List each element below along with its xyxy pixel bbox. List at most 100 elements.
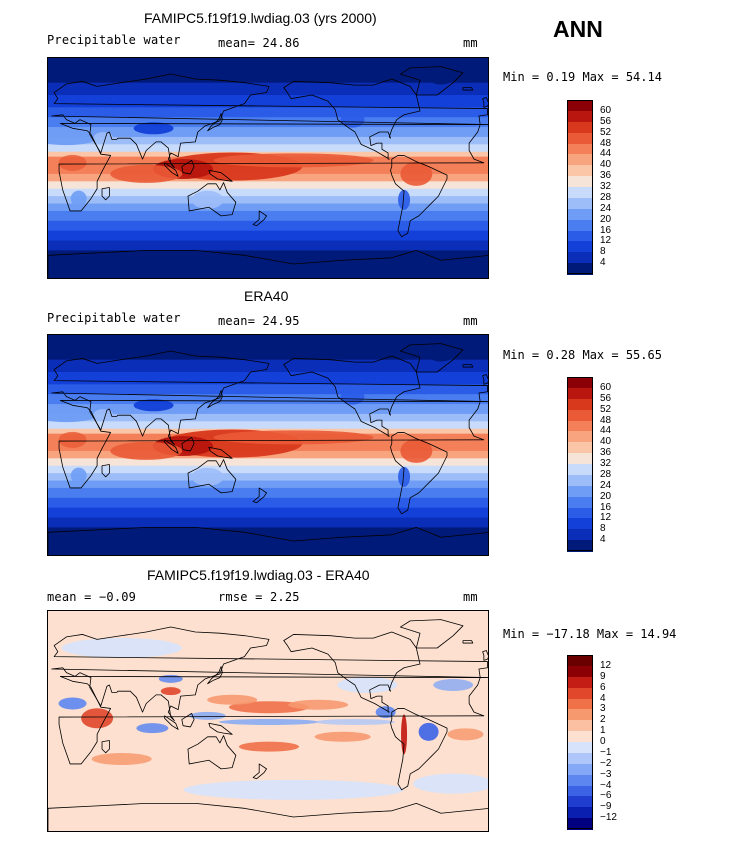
panel2-colorbar-swatch: [567, 377, 593, 389]
panel2-colorbar-tick-label: 20: [600, 490, 612, 502]
panel1-colorbar-swatch: [567, 219, 593, 231]
panel2-colorbar-tick-label: 4: [600, 534, 606, 546]
panel2-colorbar-tick-label: 32: [600, 458, 612, 469]
panel1-colorbar-tick-label: 12: [600, 235, 612, 247]
panel2-colorbar-swatch: [567, 387, 593, 400]
panel1-map-coast-samerica: [390, 155, 448, 238]
panel1-map-coast-namerica: [283, 78, 421, 160]
panel1-colorbar-tick-label: 44: [600, 148, 612, 160]
panel3-colorbar-tick-label: 0: [600, 736, 606, 747]
panel2-map-coast-eurasia: [51, 350, 488, 446]
panel1-map-coast-antarctica: [48, 249, 488, 278]
panel2-map-coast-iceland: [462, 364, 474, 368]
panel2-map-coast-madagascar: [101, 464, 110, 478]
panel3-colorbar-tick-label: 1: [600, 725, 606, 737]
panel3-map-coast-sumatra: [164, 715, 179, 730]
panel2-map-field: [48, 335, 488, 555]
panel1-colorbar-tick-label: 48: [600, 137, 612, 149]
panel2-colorbar-swatch: [567, 496, 593, 508]
panel3-colorbar-tick-label: 9: [600, 670, 606, 682]
panel3-map-coast-madagascar: [101, 740, 110, 754]
panel1-colorbar-swatch: [567, 197, 593, 210]
panel3-colorbar-tick-label: −9: [600, 801, 612, 813]
panel1-map-coast-sumatra: [164, 162, 179, 177]
panel1-colorbar-swatch: [567, 110, 593, 123]
panel1-colorbar-tick-label: 4: [600, 257, 606, 269]
panel1-colorbar-tick-label: 20: [600, 213, 612, 225]
panel1-colorbar-tick-label: 36: [600, 170, 612, 182]
panel2-variable-label: Precipitable water: [47, 311, 181, 325]
panel1-colorbar-swatch: [567, 252, 593, 264]
panel3-colorbar-tick-label: −12: [600, 812, 617, 824]
panel1-colorbar-tick-label: 32: [600, 181, 612, 192]
panel3-colorbar-tick-label: 3: [600, 703, 606, 715]
panel2-colorbar-swatch: [567, 485, 593, 498]
panel1-colorbar-swatch: [567, 143, 593, 155]
panel3-colorbar: 12 9 6 4 3 2 1 0 −1 −2 −3 −4 −6 −9 −12: [567, 655, 627, 830]
panel3-colorbar-tick-label: 12: [600, 659, 612, 671]
panel1-colorbar-swatch: [567, 100, 593, 112]
panel1-colorbar-tick-label: 28: [600, 191, 612, 203]
panel3-colorbar-swatch: [567, 774, 593, 786]
panel2-map-coast-nz: [252, 487, 267, 504]
panel3-map-coast-australia: [187, 735, 237, 770]
panel2-map: [47, 334, 489, 556]
panel2-map-coast-uk: [482, 374, 488, 385]
panel3-colorbar-swatch: [567, 698, 593, 710]
panel2-colorbar-tick-label: 24: [600, 479, 612, 491]
panel1-colorbar-swatch: [567, 165, 593, 177]
panel2-map-coast-newguinea: [208, 446, 233, 459]
panel1-colorbar-tick-label: 56: [600, 115, 612, 127]
panel3-map-coast-nz: [252, 763, 267, 780]
panel3-map-coast-japan: [207, 666, 223, 685]
panel2-colorbar-swatch: [567, 453, 593, 465]
panel2-map-coast-greenland: [399, 343, 464, 373]
panel1-map-coast-nz: [252, 210, 267, 227]
panel3-map-coast-borneo: [181, 712, 195, 728]
panel2-colorbar-outline: [567, 377, 593, 551]
panel1-units-label: mm: [463, 36, 478, 50]
panel3-colorbar-tick-label: −2: [600, 757, 612, 769]
panel3-map-coast-africa: [58, 675, 485, 765]
panel3-colorbar-swatch: [567, 687, 593, 699]
panel3-map-coastlines: [48, 619, 488, 831]
panel3-map-coast-samerica: [390, 708, 448, 791]
panel3-colorbar-tick-label: −6: [600, 790, 612, 802]
panel1-map: [47, 57, 489, 279]
panel2-colorbar-swatch: [567, 474, 593, 487]
panel3-colorbar-tick-label: 4: [600, 692, 606, 704]
panel1-map-coast-madagascar: [101, 187, 110, 201]
panel2-colorbar-swatch: [567, 529, 593, 541]
panel2-map-coast-australia: [187, 459, 237, 494]
panel3-colorbar-swatch: [567, 676, 593, 689]
panel3-colorbar-swatch: [567, 785, 593, 797]
panel1-colorbar-tick-label: 52: [600, 126, 612, 138]
panel1-map-coast-uk: [482, 97, 488, 108]
panel3-colorbar-swatch: [567, 752, 593, 765]
panel3-colorbar-outline: [567, 655, 593, 829]
panel2-colorbar-tick-label: 8: [600, 523, 606, 535]
panel1-colorbar-swatch: [567, 241, 593, 253]
panel2-units-label: mm: [463, 314, 478, 328]
panel1-colorbar-tick-label: 60: [600, 104, 612, 116]
panel1-variable-label: Precipitable water: [47, 33, 181, 47]
panel1-colorbar-tick-label: 16: [600, 224, 612, 236]
panel1-colorbar-swatch: [567, 208, 593, 221]
panel3-minmax: Min = −17.18 Max = 14.94: [503, 627, 677, 641]
panel1-colorbar-tick-label: 40: [600, 159, 612, 171]
panel2-map-coast-japan: [207, 390, 223, 409]
panel2-colorbar-tick-label: 52: [600, 403, 612, 415]
panel3-map-field: [48, 611, 488, 831]
panel1-colorbar-tick-label: 8: [600, 246, 606, 258]
panel3-title: FAMIPC5.f19f19.lwdiag.03 - ERA40: [147, 567, 370, 583]
panel2-map-coast-sumatra: [164, 439, 179, 454]
panel3-colorbar-tick-label: 6: [600, 681, 606, 693]
panel1-mean-label: mean= 24.86: [218, 36, 300, 50]
panel3-colorbar-tick-label: 2: [600, 714, 606, 726]
panel3-map-coast-namerica: [283, 631, 421, 713]
panel3-colorbar-tick-label: −1: [600, 746, 612, 758]
panel1-title: FAMIPC5.f19f19.lwdiag.03 (yrs 2000): [144, 10, 377, 26]
panel2-map-coast-namerica: [283, 355, 421, 437]
panel1-map-coast-newguinea: [208, 169, 233, 182]
panel1-map-coast-iceland: [462, 87, 474, 91]
